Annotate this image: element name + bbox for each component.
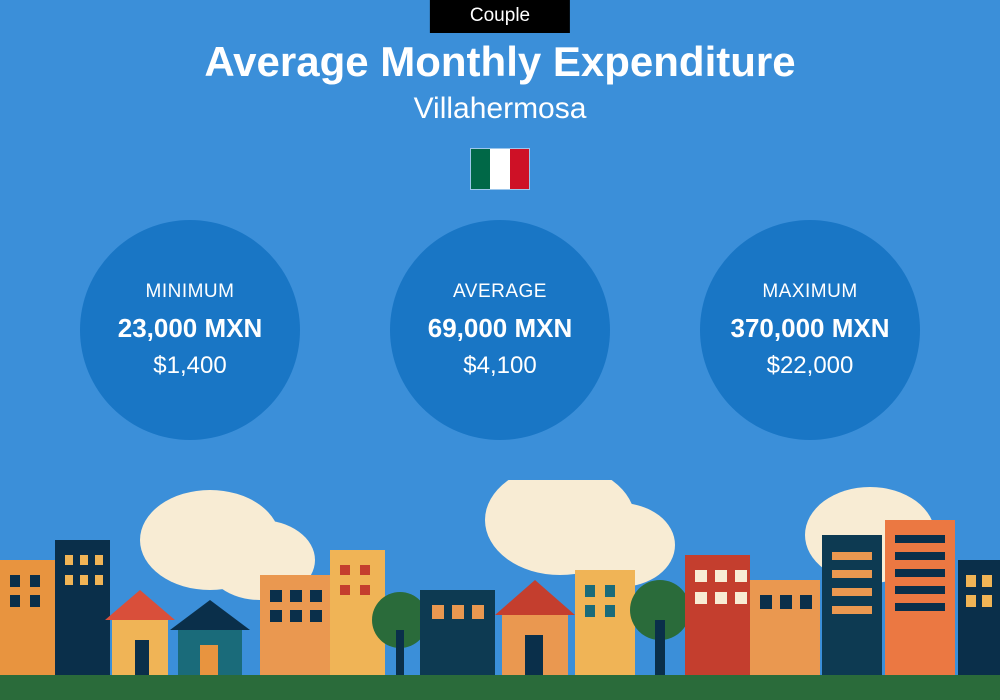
city-subtitle: Villahermosa: [0, 92, 1000, 126]
flag-stripe-right: [510, 149, 529, 189]
stat-value-mxn: 370,000 MXN: [731, 313, 890, 344]
flag-stripe-left: [471, 149, 490, 189]
ground: [0, 675, 1000, 700]
stat-value-usd: $22,000: [767, 352, 854, 380]
stat-value-mxn: 23,000 MXN: [118, 313, 263, 344]
cityscape-illustration: [0, 480, 1000, 700]
page-title: Average Monthly Expenditure: [0, 38, 1000, 86]
stat-average: AVERAGE 69,000 MXN $4,100: [390, 220, 610, 440]
stat-maximum: MAXIMUM 370,000 MXN $22,000: [700, 220, 920, 440]
stats-row: MINIMUM 23,000 MXN $1,400 AVERAGE 69,000…: [0, 220, 1000, 440]
stat-value-mxn: 69,000 MXN: [428, 313, 573, 344]
flag-stripe-mid: [490, 149, 509, 189]
stat-minimum: MINIMUM 23,000 MXN $1,400: [80, 220, 300, 440]
household-type-badge: Couple: [430, 0, 570, 33]
stat-value-usd: $4,100: [463, 352, 536, 380]
stat-label: MINIMUM: [146, 281, 235, 303]
mexico-flag-icon: [470, 148, 530, 190]
stat-label: AVERAGE: [453, 281, 547, 303]
stat-label: MAXIMUM: [762, 281, 857, 303]
stat-value-usd: $1,400: [153, 352, 226, 380]
